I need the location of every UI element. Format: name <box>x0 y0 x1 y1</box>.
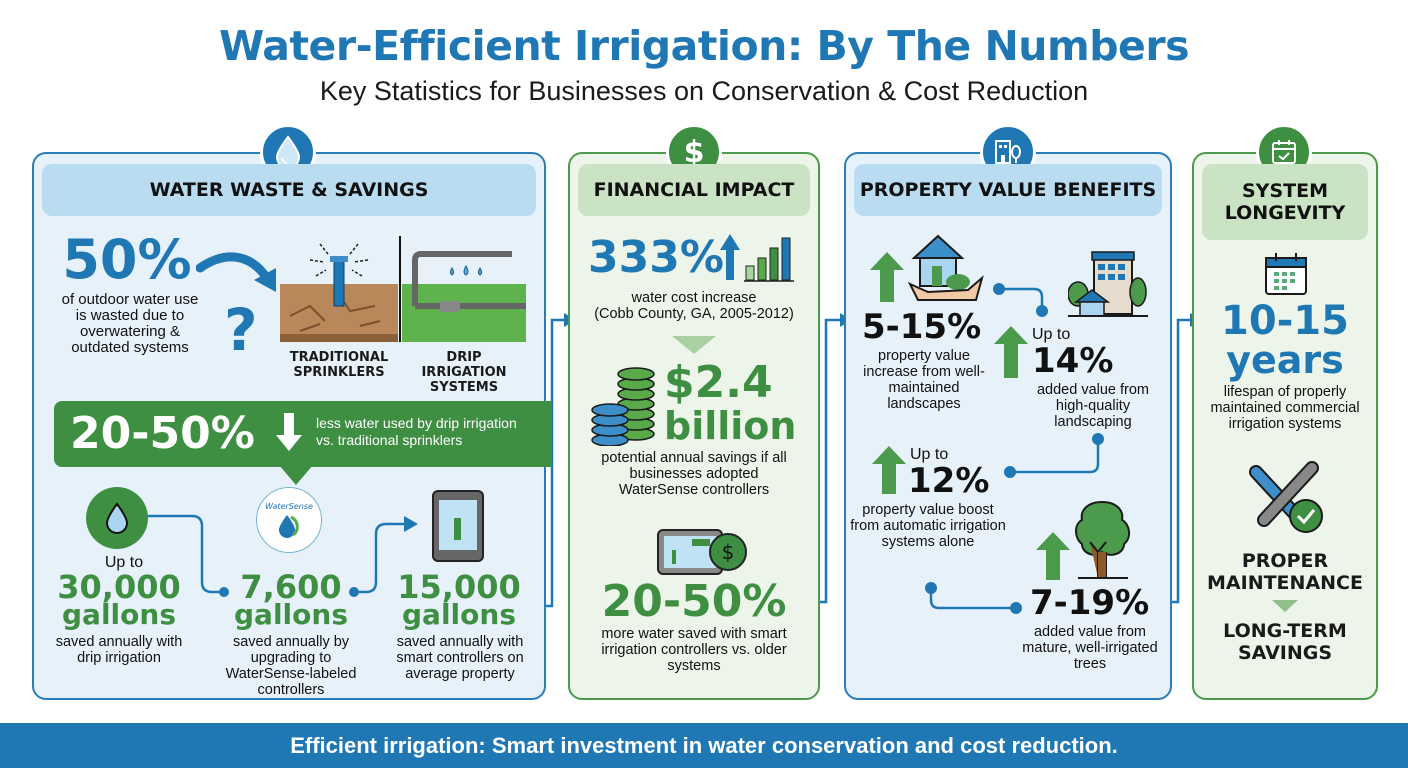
panel-property-value: PROPERTY VALUE BENEFITS 5-15% property v… <box>844 124 1172 700</box>
savings-unit: gallons <box>234 598 348 631</box>
wrenches-check-icon <box>1249 461 1323 533</box>
stat-value: 14% <box>1032 341 1114 381</box>
banner-pointer <box>279 465 313 485</box>
tablet-controller-icon <box>432 490 484 562</box>
banner-value: 20-50% <box>70 408 255 459</box>
calendar-icon <box>1265 253 1307 295</box>
drip-irrigation-label: DRIP IRRIGATION SYSTEMS <box>421 350 507 395</box>
stat-desc: lifespan of properly maintained commerci… <box>1210 384 1360 432</box>
house-in-hand-icon <box>908 234 984 301</box>
savings-prefix: Up to <box>104 554 144 571</box>
stat-desc-2: (Cobb County, GA, 2005-2012) <box>594 306 794 322</box>
question-mark-icon: ? <box>224 296 258 364</box>
stat-desc: added value from mature, well-irrigated … <box>1022 624 1158 672</box>
stat-value: 50% <box>62 228 192 291</box>
panel-water-waste: WATER WASTE & SAVINGS 50% of outdoor wat… <box>32 124 552 700</box>
stat-prefix: Up to <box>1032 326 1071 343</box>
stat-value-line2: years <box>1226 338 1344 382</box>
stat-value: 12% <box>908 461 990 501</box>
coin-stacks-icon <box>591 367 655 446</box>
property-connectors <box>925 283 1104 614</box>
stat-desc: property value boost from automatic irri… <box>850 502 1006 550</box>
svg-text:$: $ <box>722 540 735 564</box>
stat-value: 7-19% <box>1030 583 1150 623</box>
up-arrow-icon <box>1036 532 1070 580</box>
stat-desc: potential annual savings if all business… <box>601 450 787 498</box>
stat-desc: more water saved with smart irrigation c… <box>601 626 787 674</box>
drip-savings-banner: 20-50% less water used by drip irrigatio… <box>54 401 552 467</box>
stat-value: 333% <box>588 232 724 283</box>
footer-banner: Efficient irrigation: Smart investment i… <box>0 723 1408 768</box>
panel-title: PROPERTY VALUE BENEFITS <box>854 164 1162 216</box>
stat-value: 20-50% <box>601 576 787 627</box>
savings-unit: gallons <box>62 598 176 631</box>
stat-value-line2: billion <box>664 404 797 448</box>
savings-unit: gallons <box>402 598 516 631</box>
panel-financial-impact: $ FINANCIAL IMPACT 333% water cost incre… <box>568 124 820 700</box>
flow-down-arrow <box>672 336 716 354</box>
panel-title: WATER WASTE & SAVINGS <box>42 164 536 216</box>
stat-desc: property value increase from well-mainta… <box>863 348 985 412</box>
stat-description: of outdoor water use is wasted due to ov… <box>61 291 199 356</box>
cost-increase-chart-icon <box>720 234 794 282</box>
flow-bottom-label: LONG-TERM SAVINGS <box>1223 620 1347 664</box>
panel-title: SYSTEM LONGEVITY <box>1202 164 1368 240</box>
stat-value-line1: $2.4 <box>664 357 773 408</box>
panel-title: FINANCIAL IMPACT <box>578 164 810 216</box>
page-title: Water-Efficient Irrigation: By The Numbe… <box>219 22 1189 70</box>
savings-desc: saved annually with drip irrigation <box>55 634 183 666</box>
up-arrow-icon <box>994 326 1028 378</box>
savings-value: 15,000 <box>397 568 521 606</box>
stat-value: 5-15% <box>862 307 982 347</box>
stat-desc-1: water cost increase <box>631 290 757 306</box>
stat-prefix: Up to <box>910 446 949 463</box>
sprinkler-vs-drip-illustration <box>280 236 526 342</box>
stat-desc: added value from high-quality landscapin… <box>1036 382 1150 430</box>
flow-down-arrow <box>1272 600 1298 612</box>
savings-value: 7,600 <box>240 568 342 606</box>
savings-connectors <box>144 514 418 597</box>
building-house-icon <box>1068 251 1148 317</box>
savings-desc: saved annually with smart controllers on… <box>396 634 524 682</box>
savings-desc: saved annually by upgrading to WaterSens… <box>225 634 357 698</box>
stat-value-line1: 10-15 <box>1221 298 1349 344</box>
curved-arrow-icon <box>196 252 276 292</box>
panel-system-longevity: SYSTEM LONGEVITY 10-15 years lifespan of… <box>1192 124 1378 700</box>
watersense-label: WaterSense <box>265 501 313 511</box>
drop-circle-icon <box>86 487 148 549</box>
tree-icon <box>1075 500 1130 579</box>
watersense-logo: WaterSense <box>256 487 322 553</box>
flow-top-label: PROPER MAINTENANCE <box>1207 550 1363 594</box>
savings-value: 30,000 <box>57 568 181 606</box>
traditional-sprinklers-label: TRADITIONAL SPRINKLERS <box>289 350 389 380</box>
down-arrow-icon <box>276 413 302 451</box>
banner-desc-2: vs. traditional sprinklers <box>316 432 463 448</box>
up-arrow-icon <box>870 252 904 302</box>
page-subtitle: Key Statistics for Businesses on Conserv… <box>319 76 1089 106</box>
banner-desc-1: less water used by drip irrigation <box>316 415 517 431</box>
up-arrow-icon <box>872 446 906 494</box>
smart-controller-icon: $ <box>657 529 747 575</box>
